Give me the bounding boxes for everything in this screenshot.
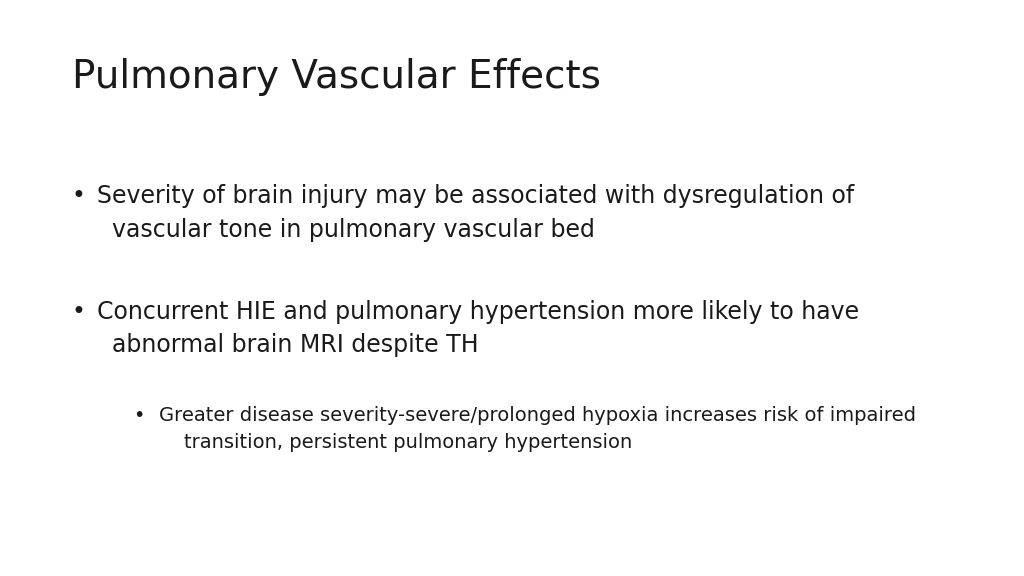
Text: Pulmonary Vascular Effects: Pulmonary Vascular Effects xyxy=(72,58,600,96)
Text: Greater disease severity-severe/prolonged hypoxia increases risk of impaired
   : Greater disease severity-severe/prolonge… xyxy=(159,406,915,452)
Text: Concurrent HIE and pulmonary hypertension more likely to have
  abnormal brain M: Concurrent HIE and pulmonary hypertensio… xyxy=(97,300,859,357)
Text: Severity of brain injury may be associated with dysregulation of
  vascular tone: Severity of brain injury may be associat… xyxy=(97,184,855,242)
Text: •: • xyxy=(72,184,86,209)
Text: •: • xyxy=(72,300,86,324)
Text: •: • xyxy=(133,406,144,425)
